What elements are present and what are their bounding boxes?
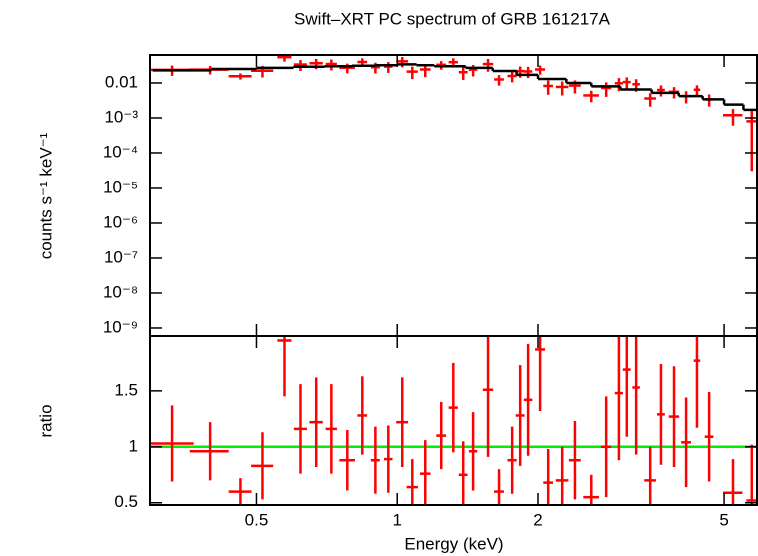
plot-area: [150, 55, 757, 172]
x-tick-label: 1: [392, 510, 401, 529]
y-tick-label: 10⁻⁶: [103, 212, 138, 231]
chart-title: Swift–XRT PC spectrum of GRB 161217A: [294, 9, 611, 28]
y-tick-label: 10⁻³: [104, 107, 138, 126]
plot-area: [150, 336, 757, 505]
y-tick-label: 0.01: [105, 72, 138, 91]
x-axis-label: Energy (keV): [404, 534, 503, 553]
y-tick-label: 1: [129, 436, 138, 455]
y-tick-label: 10⁻⁷: [104, 247, 138, 266]
x-tick-label: 5: [719, 510, 728, 529]
y-tick-label: 10⁻⁴: [103, 142, 138, 161]
y-tick-label: 10⁻⁵: [103, 177, 138, 196]
y-axis-label: ratio: [36, 404, 55, 437]
y-tick-label: 0.5: [114, 492, 138, 511]
x-tick-label: 2: [533, 510, 542, 529]
y-tick-label: 10⁻⁸: [103, 282, 138, 301]
axes-frame: [149, 54, 758, 337]
x-tick-label: 0.5: [245, 510, 269, 529]
y-tick-label: 10⁻⁹: [103, 317, 138, 336]
y-tick-label: 1.5: [114, 380, 138, 399]
y-axis-label: counts s⁻¹ keV⁻¹: [36, 132, 55, 259]
axes-frame: [149, 335, 758, 506]
